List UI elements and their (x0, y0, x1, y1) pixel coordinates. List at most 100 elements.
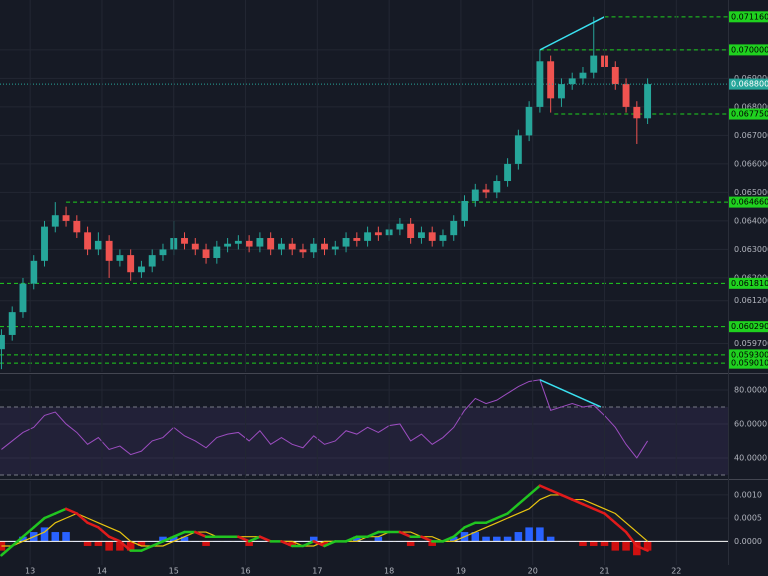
rsi-line (1, 379, 649, 459)
candle-body (277, 243, 285, 250)
macd-segment (624, 530, 639, 548)
macd-segment (150, 540, 165, 548)
histogram-bar (202, 541, 210, 546)
macd-segment (398, 530, 412, 538)
histogram-bar (546, 536, 555, 542)
candle-body (159, 249, 167, 256)
trend-line (539, 379, 602, 408)
histogram-bar (169, 536, 178, 542)
histogram-bar (83, 541, 92, 546)
macd-segment (107, 535, 122, 543)
histogram-bar (51, 532, 60, 542)
histogram-bar (406, 541, 415, 546)
y-tick-label: 0.0010 (734, 490, 762, 499)
level-label-box (729, 196, 768, 208)
histogram-bar (633, 541, 641, 556)
x-tick-label: 15 (169, 567, 179, 576)
candle-body (461, 200, 468, 221)
level-label-box (729, 349, 768, 361)
candle-body (41, 226, 48, 261)
candle-body (471, 189, 479, 201)
candle-body (374, 232, 382, 236)
histogram-bar (514, 532, 523, 542)
candle-body (267, 238, 275, 250)
candle-body (321, 243, 328, 250)
histogram-bar (126, 541, 135, 551)
candle-body (611, 66, 619, 85)
histogram-bar (493, 536, 501, 542)
candle-body (224, 243, 232, 247)
macd-segment (441, 535, 455, 543)
candle-body (331, 246, 339, 250)
candle-body (0, 334, 5, 350)
candle-body (62, 215, 70, 221)
histogram-bar (116, 541, 124, 551)
macd-segment (538, 484, 552, 492)
candle-body (8, 312, 16, 335)
histogram-bar (428, 541, 436, 546)
macd-segment (635, 544, 649, 552)
x-tick-label: 14 (97, 567, 107, 576)
level-label: 0.064660 (731, 198, 768, 207)
candle-body (407, 223, 415, 239)
y-tick-label: 40.0000 (734, 453, 767, 462)
histogram-bar (40, 527, 49, 542)
macd-segment (10, 535, 25, 548)
histogram-bar (353, 536, 361, 542)
x-tick-label: 19 (456, 567, 466, 576)
candle-body (353, 238, 361, 241)
histogram-bar (288, 541, 296, 546)
histogram-bar (94, 541, 103, 546)
level-label: 0.070000 (731, 45, 768, 54)
candle-body (342, 238, 350, 247)
candle-body (51, 215, 59, 227)
histogram-bar (245, 541, 253, 546)
macd-segment (237, 535, 251, 543)
y-tick-label: 0.0005 (734, 514, 762, 523)
candle-body (137, 266, 145, 273)
macd-segment (549, 489, 563, 497)
histogram-bar (536, 527, 544, 542)
candle-body (299, 249, 307, 253)
candle-body (19, 283, 27, 313)
macd-segment (484, 516, 499, 525)
histogram-bar (622, 541, 630, 551)
candle-body (557, 84, 565, 99)
candle-body (493, 181, 501, 193)
macd-segment (344, 535, 359, 543)
histogram-bar (19, 536, 27, 542)
macd-segment (194, 530, 208, 538)
macd-segment (312, 540, 326, 548)
rsi-band (0, 406, 728, 475)
histogram-bar (525, 527, 533, 542)
histogram-bar (600, 541, 609, 546)
x-tick-label: 21 (599, 567, 609, 576)
macd-segment (247, 535, 262, 543)
x-tick-label: 16 (240, 567, 250, 576)
candle-body (213, 246, 221, 258)
candle-body (234, 240, 242, 244)
level-label-box (729, 11, 768, 23)
macd-segment (43, 512, 57, 520)
candle-body (568, 78, 576, 85)
macd-segment (54, 507, 68, 515)
macd-segment (0, 544, 14, 557)
level-label: 0.059300 (731, 350, 768, 359)
candle-body (428, 232, 436, 241)
y-tick-label: 0.0000 (734, 537, 762, 546)
level-label: 0.060290 (731, 322, 768, 331)
macd-segment (527, 484, 542, 497)
x-tick-label: 20 (528, 567, 538, 576)
histogram-bar (309, 536, 318, 542)
x-tick-label: 22 (671, 567, 681, 576)
histogram-bar (374, 536, 383, 542)
level-label: 0.071160 (731, 12, 768, 21)
candle-body (417, 232, 425, 239)
candle-body (245, 240, 253, 247)
